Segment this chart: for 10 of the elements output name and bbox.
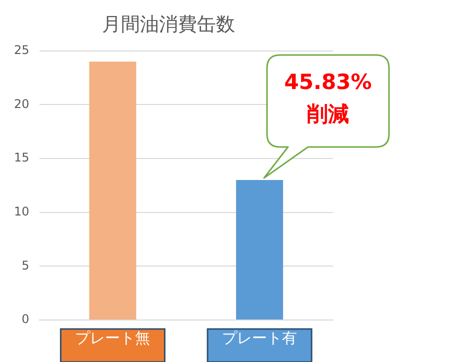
x-tick-label: プレート無 [75,328,150,347]
y-tick-label: 10 [14,204,30,218]
x-tick-label: プレート有 [222,328,298,347]
annotation: 45.83% 削減 [283,69,373,128]
chart-title: 月間油消費缶数 [102,13,235,36]
y-tick-label: 0 [22,312,30,326]
y-tick-label: 15 [14,150,30,165]
y-tick-label: 20 [14,96,30,111]
y-tick-label: 25 [14,42,30,57]
y-tick-label: 5 [22,258,30,272]
